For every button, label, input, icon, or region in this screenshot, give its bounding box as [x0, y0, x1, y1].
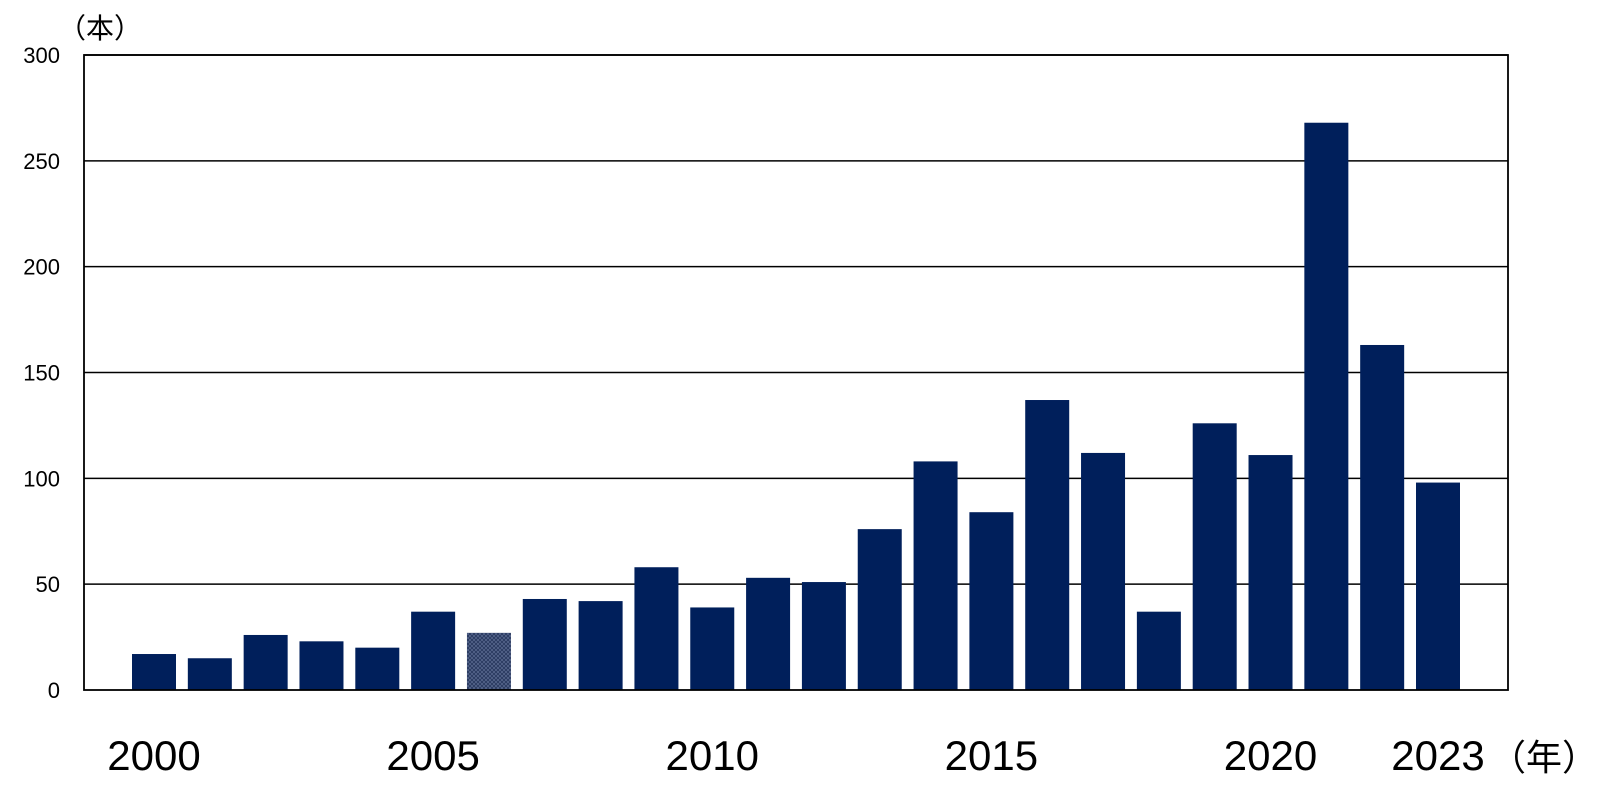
y-tick-label: 150	[23, 361, 60, 386]
bar-2005	[411, 611, 456, 690]
y-tick-label: 250	[23, 149, 60, 174]
bar-2023	[1416, 482, 1460, 690]
bar-2013	[857, 529, 902, 690]
bar-2003	[299, 641, 344, 690]
x-tick-label-2015: 2015	[945, 732, 1038, 779]
x-tick-label-2010: 2010	[666, 732, 759, 779]
bar-2019	[1192, 423, 1237, 690]
bar-2015	[969, 512, 1014, 690]
x-axis-unit-label: （年）	[1490, 738, 1598, 779]
bar-2018	[1136, 611, 1181, 690]
x-tick-label-2023: 2023	[1391, 732, 1484, 779]
y-axis-ticks: 0 50 100 150 200 250 300	[23, 43, 60, 703]
bar-2009	[634, 567, 679, 690]
bar-2011	[746, 577, 791, 690]
x-axis-ticks: 2000 2005 2010 2015 2020 2023	[107, 732, 1484, 779]
bar-2004	[355, 647, 400, 690]
bar-2002	[243, 634, 288, 690]
y-tick-label: 0	[48, 678, 60, 703]
bar-2006	[466, 632, 511, 690]
bars	[132, 122, 1460, 690]
y-axis-unit-label: （本）	[58, 12, 142, 45]
x-tick-label-2005: 2005	[386, 732, 479, 779]
plot-border	[83, 54, 1509, 691]
x-tick-label-2000: 2000	[107, 732, 200, 779]
gridlines	[84, 54, 1508, 585]
bar-2021	[1304, 122, 1349, 690]
bar-2010	[690, 607, 735, 690]
bar-2016	[1025, 400, 1070, 690]
bar-2012	[801, 582, 846, 690]
plot-frame	[83, 54, 1509, 691]
bar-2014	[913, 461, 958, 690]
bar-2020	[1248, 455, 1293, 690]
x-tick-label-2020: 2020	[1224, 732, 1317, 779]
bar-2022	[1360, 344, 1405, 690]
y-tick-label: 300	[23, 43, 60, 68]
bar-2008	[578, 601, 623, 690]
y-tick-label: 100	[23, 466, 60, 491]
bar-2001	[187, 658, 232, 690]
y-tick-label: 200	[23, 255, 60, 280]
bar-2000	[132, 654, 176, 690]
bar-2007	[522, 598, 567, 690]
y-tick-label: 50	[36, 572, 60, 597]
bar-2017	[1081, 452, 1126, 690]
